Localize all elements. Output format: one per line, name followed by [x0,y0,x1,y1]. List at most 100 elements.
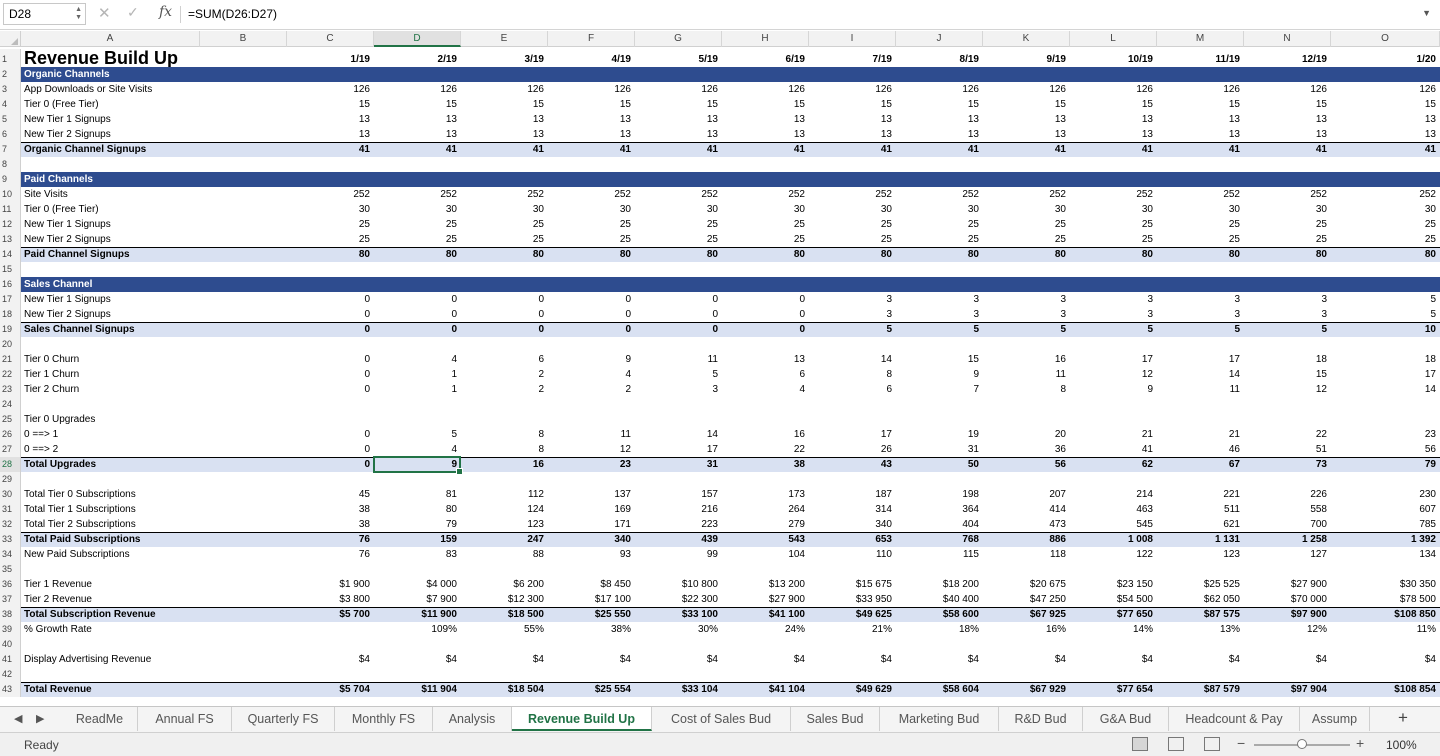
zoom-out-icon[interactable]: − [1237,735,1246,751]
row-label-cell[interactable]: Total Tier 0 Subscriptions [24,489,136,500]
value-cell-g[interactable]: 25 [706,234,718,245]
value-cell-e[interactable]: 6 [538,354,544,365]
value-cell-j[interactable]: 25 [967,234,979,245]
value-cell-f[interactable]: $17 100 [594,594,631,605]
value-cell-c[interactable]: 45 [358,489,370,500]
row-header-7[interactable]: 7 [0,142,21,157]
value-cell-c[interactable]: $5 700 [339,609,370,620]
value-cell-i[interactable]: 340 [875,519,892,530]
value-cell-g[interactable]: 80 [706,249,718,260]
value-cell-n[interactable]: 30 [1315,204,1327,215]
value-cell-c[interactable]: 0 [364,369,370,380]
row-label-cell[interactable]: Tier 0 (Free Tier) [24,204,99,215]
value-cell-e[interactable]: 8 [538,444,544,455]
row-header-21[interactable]: 21 [0,352,21,367]
value-cell-h[interactable]: 264 [788,504,805,515]
value-cell-d[interactable]: 159 [440,534,457,545]
value-cell-m[interactable]: 46 [1228,444,1240,455]
value-cell-i[interactable]: 43 [880,459,892,470]
value-cell-e[interactable]: 13 [532,114,544,125]
value-cell-g[interactable]: 15 [706,99,718,110]
value-cell-n[interactable]: $97 900 [1290,609,1327,620]
value-cell-k[interactable]: 126 [1049,84,1066,95]
value-cell-j[interactable]: 15 [967,354,979,365]
value-cell-c[interactable]: 252 [353,189,370,200]
value-cell-h[interactable]: $4 [793,654,805,665]
value-cell-n[interactable]: 73 [1315,459,1327,470]
value-cell-e[interactable]: 88 [532,549,544,560]
value-cell-h[interactable]: 279 [788,519,805,530]
value-cell-i[interactable]: $4 [880,654,892,665]
value-cell-l[interactable]: $77 650 [1116,609,1153,620]
value-cell-k[interactable]: $67 925 [1029,609,1066,620]
value-cell-j[interactable]: $58 604 [942,684,979,695]
value-cell-m[interactable]: 17 [1228,354,1240,365]
value-cell-h[interactable]: 24% [784,624,805,635]
value-cell-k[interactable]: 25 [1054,219,1066,230]
value-cell-c[interactable]: 13 [358,129,370,140]
value-cell-d[interactable]: $4 [445,654,457,665]
value-cell-k[interactable]: 3 [1060,294,1066,305]
value-cell-l[interactable]: 17 [1141,354,1153,365]
value-cell-m[interactable]: 30 [1228,204,1240,215]
row-header-43[interactable]: 43 [0,682,21,697]
value-cell-d[interactable]: $4 000 [426,579,457,590]
value-cell-d[interactable]: 5 [451,429,457,440]
value-cell-h[interactable]: 80 [793,249,805,260]
value-cell-e[interactable]: 55% [523,624,544,635]
value-cell-j[interactable]: 50 [967,459,979,470]
value-cell-n[interactable]: 12 [1315,384,1327,395]
value-cell-d[interactable]: 2/19 [437,54,457,65]
row-header-32[interactable]: 32 [0,517,21,532]
row-header-14[interactable]: 14 [0,247,21,262]
row-label-cell[interactable]: New Tier 1 Signups [24,219,111,230]
sheet-tab-assump[interactable]: Assump [1300,707,1370,731]
row-header-10[interactable]: 10 [0,187,21,202]
value-cell-m[interactable]: 14 [1228,369,1240,380]
value-cell-c[interactable]: $5 704 [339,684,370,695]
value-cell-m[interactable]: $87 579 [1203,684,1240,695]
value-cell-n[interactable]: 25 [1315,234,1327,245]
row-label-cell[interactable]: Total Tier 2 Subscriptions [24,519,136,530]
value-cell-i[interactable]: 314 [875,504,892,515]
value-cell-o[interactable]: 13 [1424,129,1436,140]
value-cell-j[interactable]: 115 [963,549,979,560]
value-cell-l[interactable]: 21 [1141,429,1153,440]
value-cell-n[interactable]: 25 [1315,219,1327,230]
value-cell-g[interactable]: 13 [706,114,718,125]
value-cell-d[interactable]: 25 [445,234,457,245]
row-label-cell[interactable]: Sales Channel Signups [24,324,135,335]
value-cell-g[interactable]: 5 [712,369,718,380]
value-cell-f[interactable]: 4 [625,369,631,380]
value-cell-n[interactable]: 126 [1310,84,1327,95]
value-cell-m[interactable]: 13% [1219,624,1240,635]
value-cell-f[interactable]: 93 [619,549,631,560]
value-cell-h[interactable]: 0 [799,324,805,335]
value-cell-i[interactable]: 13 [880,129,892,140]
value-cell-c[interactable]: 0 [364,459,370,470]
value-cell-i[interactable]: 6 [886,384,892,395]
value-cell-e[interactable]: $18 504 [507,684,544,695]
value-cell-h[interactable]: $41 104 [768,684,805,695]
value-cell-d[interactable]: 30 [445,204,457,215]
value-cell-e[interactable]: 13 [532,129,544,140]
value-cell-j[interactable]: 31 [967,444,979,455]
value-cell-d[interactable]: 4 [451,354,457,365]
value-cell-g[interactable]: 11 [707,354,718,365]
value-cell-k[interactable]: 473 [1049,519,1066,530]
value-cell-g[interactable]: 3 [712,384,718,395]
value-cell-l[interactable]: 10/19 [1127,54,1153,65]
value-cell-k[interactable]: $67 929 [1029,684,1066,695]
value-cell-c[interactable]: 38 [358,519,370,530]
value-cell-k[interactable]: 13 [1054,114,1066,125]
value-cell-k[interactable]: 252 [1049,189,1066,200]
value-cell-g[interactable]: $33 104 [681,684,718,695]
value-cell-k[interactable]: 80 [1054,249,1066,260]
value-cell-o[interactable]: 30 [1424,204,1436,215]
row-label-cell[interactable]: App Downloads or Site Visits [24,84,153,95]
value-cell-l[interactable]: 545 [1136,519,1153,530]
value-cell-k[interactable]: 20 [1054,429,1066,440]
value-cell-k[interactable]: 886 [1049,534,1066,545]
value-cell-o[interactable]: 11% [1416,624,1436,635]
row-header-19[interactable]: 19 [0,322,21,337]
